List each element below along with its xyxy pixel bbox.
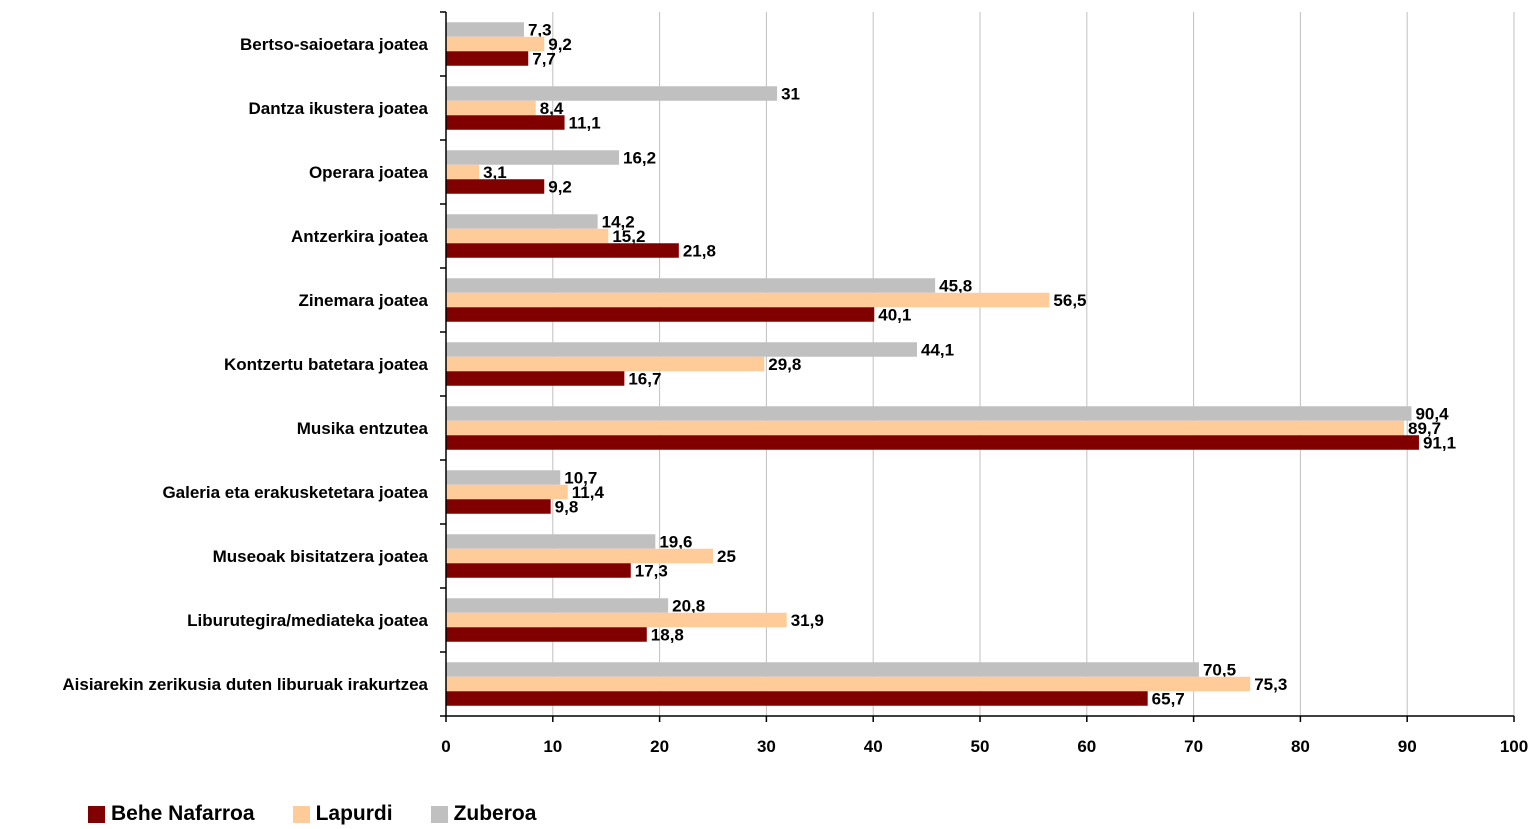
data-label-behe-nafarroa-6: 91,1 — [1423, 434, 1456, 453]
x-tick-label-40: 40 — [864, 737, 883, 756]
data-label-behe-nafarroa-1: 11,1 — [569, 114, 601, 133]
bar-lapurdi-0 — [446, 36, 545, 52]
bar-zuberoa-2 — [446, 150, 620, 165]
data-label-zuberoa-4: 45,8 — [939, 277, 972, 296]
data-label-zuberoa-6: 90,4 — [1415, 405, 1449, 424]
data-label-lapurdi-10: 75,3 — [1254, 675, 1287, 694]
category-label-8: Museoak bisitatzera joatea — [213, 547, 429, 566]
data-label-lapurdi-0: 9,2 — [548, 35, 572, 54]
data-label-zuberoa-8: 19,6 — [659, 533, 692, 552]
x-tick-label-90: 90 — [1398, 737, 1417, 756]
data-label-lapurdi-2: 3,1 — [483, 163, 507, 182]
legend-label-behe-nafarroa: Behe Nafarroa — [111, 802, 255, 825]
category-label-9: Liburutegira/mediateka joatea — [187, 611, 428, 630]
legend: Behe Nafarroa Lapurdi Zuberoa — [88, 800, 536, 828]
x-tick-label-100: 100 — [1500, 737, 1528, 756]
bar-zuberoa-10 — [446, 662, 1199, 677]
category-label-6: Musika entzutea — [297, 419, 429, 438]
legend-label-zuberoa: Zuberoa — [453, 802, 537, 825]
data-label-behe-nafarroa-10: 65,7 — [1152, 690, 1185, 709]
data-label-zuberoa-3: 14,2 — [602, 213, 635, 232]
bar-zuberoa-5 — [446, 342, 917, 357]
bar-lapurdi-7 — [446, 484, 568, 500]
bar-zuberoa-1 — [446, 86, 778, 101]
data-label-lapurdi-3: 15,2 — [612, 227, 645, 246]
category-label-0: Bertso-saioetara joatea — [240, 35, 429, 54]
data-label-zuberoa-5: 44,1 — [921, 341, 954, 360]
data-label-lapurdi-6: 89,7 — [1408, 419, 1441, 438]
data-label-zuberoa-2: 16,2 — [623, 149, 656, 168]
data-label-lapurdi-8: 25 — [717, 547, 736, 566]
category-label-10: Aisiarekin zerikusia duten liburuak irak… — [62, 675, 428, 694]
legend-item-behe-nafarroa: Behe Nafarroa — [88, 802, 255, 826]
data-label-zuberoa-1: 31 — [781, 85, 800, 104]
bar-lapurdi-5 — [446, 356, 765, 372]
bar-lapurdi-10 — [446, 676, 1251, 692]
data-label-behe-nafarroa-8: 17,3 — [635, 562, 668, 581]
x-tick-label-20: 20 — [650, 737, 669, 756]
category-label-3: Antzerkira joatea — [291, 227, 429, 246]
bar-zuberoa-8 — [446, 534, 656, 549]
x-tick-label-30: 30 — [757, 737, 776, 756]
category-label-1: Dantza ikustera joatea — [248, 99, 428, 118]
bar-behe-nafarroa-4 — [446, 307, 875, 322]
x-tick-label-60: 60 — [1077, 737, 1096, 756]
bar-lapurdi-4 — [446, 292, 1050, 308]
x-tick-label-10: 10 — [543, 737, 562, 756]
x-tick-label-50: 50 — [971, 737, 990, 756]
bar-zuberoa-4 — [446, 278, 936, 293]
bar-behe-nafarroa-6 — [446, 435, 1419, 450]
data-label-behe-nafarroa-5: 16,7 — [628, 370, 661, 389]
bar-behe-nafarroa-1 — [446, 115, 565, 130]
legend-swatch-behe-nafarroa — [88, 805, 105, 823]
bar-lapurdi-8 — [446, 548, 713, 564]
data-label-lapurdi-9: 31,9 — [791, 611, 824, 630]
legend-item-zuberoa: Zuberoa — [430, 802, 537, 826]
data-label-behe-nafarroa-2: 9,2 — [548, 178, 572, 197]
legend-item-lapurdi: Lapurdi — [292, 802, 393, 826]
bar-lapurdi-6 — [446, 420, 1404, 436]
bar-behe-nafarroa-9 — [446, 627, 647, 642]
bar-zuberoa-0 — [446, 22, 524, 37]
bar-lapurdi-1 — [446, 100, 536, 116]
data-label-behe-nafarroa-9: 18,8 — [651, 626, 684, 645]
bar-behe-nafarroa-7 — [446, 499, 551, 514]
bar-lapurdi-3 — [446, 228, 609, 244]
data-label-lapurdi-1: 8,4 — [540, 99, 564, 118]
data-label-lapurdi-7: 11,4 — [572, 483, 605, 502]
x-tick-label-80: 80 — [1291, 737, 1310, 756]
category-label-2: Operara joatea — [309, 163, 429, 182]
data-label-zuberoa-10: 70,5 — [1203, 661, 1236, 680]
data-label-zuberoa-0: 7,3 — [528, 21, 552, 40]
data-label-behe-nafarroa-7: 9,8 — [555, 498, 579, 517]
bar-behe-nafarroa-3 — [446, 243, 679, 258]
bar-zuberoa-3 — [446, 214, 598, 229]
data-label-behe-nafarroa-4: 40,1 — [878, 306, 911, 325]
legend-swatch-zuberoa — [430, 805, 448, 823]
legend-swatch-lapurdi — [292, 805, 310, 823]
bar-behe-nafarroa-0 — [446, 51, 529, 66]
x-tick-label-0: 0 — [441, 737, 450, 756]
bar-zuberoa-7 — [446, 470, 561, 485]
bar-zuberoa-9 — [446, 598, 669, 613]
data-label-lapurdi-5: 29,8 — [768, 355, 801, 374]
x-tick-label-70: 70 — [1184, 737, 1203, 756]
data-label-lapurdi-4: 56,5 — [1053, 291, 1086, 310]
data-label-zuberoa-7: 10,7 — [564, 469, 597, 488]
bar-behe-nafarroa-8 — [446, 563, 631, 578]
bar-behe-nafarroa-5 — [446, 371, 625, 386]
bar-lapurdi-2 — [446, 164, 480, 180]
data-label-behe-nafarroa-3: 21,8 — [683, 242, 716, 261]
bar-zuberoa-6 — [446, 406, 1412, 421]
data-label-behe-nafarroa-0: 7,7 — [532, 50, 556, 69]
bar-behe-nafarroa-10 — [446, 691, 1148, 706]
category-label-5: Kontzertu batetara joatea — [224, 355, 429, 374]
category-label-7: Galeria eta erakusketetara joatea — [162, 483, 428, 502]
bar-behe-nafarroa-2 — [446, 179, 545, 194]
data-label-zuberoa-9: 20,8 — [672, 597, 705, 616]
legend-label-lapurdi: Lapurdi — [315, 802, 393, 825]
category-label-4: Zinemara joatea — [299, 291, 429, 310]
bar-lapurdi-9 — [446, 612, 787, 628]
